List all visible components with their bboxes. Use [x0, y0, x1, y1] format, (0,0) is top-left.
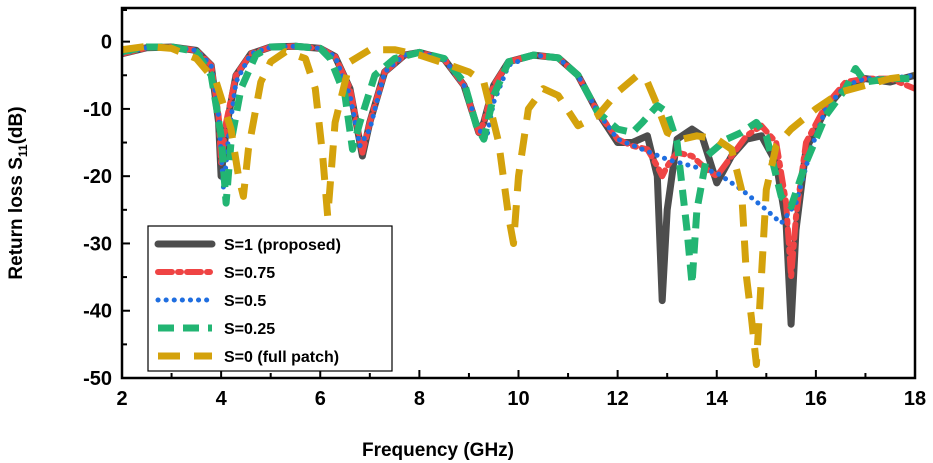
- legend-label-2: S=0.5: [224, 293, 266, 310]
- series-line-3: [122, 42, 915, 288]
- x-tick-label: 8: [414, 388, 425, 410]
- y-tick-label: 0: [101, 32, 112, 54]
- x-axis-title: Frequency (GHz): [362, 440, 514, 461]
- legend: S=1 (proposed) S=0.75 S=0.5 S=0.25 S=0 (full…: [147, 225, 393, 372]
- legend-label-0: S=1 (proposed): [224, 237, 341, 254]
- y-tick-label: -20: [83, 166, 112, 188]
- series-line-4: [122, 42, 915, 368]
- y-tick-label: -10: [83, 99, 112, 121]
- legend-label-1: S=0.75: [224, 265, 275, 282]
- tick-layer: 2 4 6 8 10 12 14 16 18 0 -10 -20 -30 -40 -50: [83, 9, 926, 410]
- x-tick-label: 18: [904, 388, 926, 410]
- y-tick-label: -40: [83, 301, 112, 323]
- x-tick-label: 16: [805, 388, 827, 410]
- y-axis-title-sub: 11: [16, 144, 30, 157]
- y-axis-title-unit: (dB): [6, 106, 27, 144]
- x-tick-label: 4: [216, 388, 228, 410]
- series-layer: [122, 42, 915, 368]
- x-tick-label: 14: [706, 388, 729, 410]
- y-axis-title-main: Return loss S: [6, 157, 27, 279]
- y-axis-title: Return loss S11(dB): [6, 106, 30, 279]
- x-tick-label: 6: [315, 388, 326, 410]
- legend-label-3: S=0.25: [224, 321, 275, 338]
- legend-label-4: S=0 (full patch): [224, 349, 339, 366]
- x-tick-label: 12: [607, 388, 629, 410]
- x-tick-label: 10: [507, 388, 529, 410]
- x-tick-label: 2: [116, 388, 127, 410]
- y-tick-label: -50: [83, 368, 112, 390]
- y-tick-label: -30: [83, 233, 112, 255]
